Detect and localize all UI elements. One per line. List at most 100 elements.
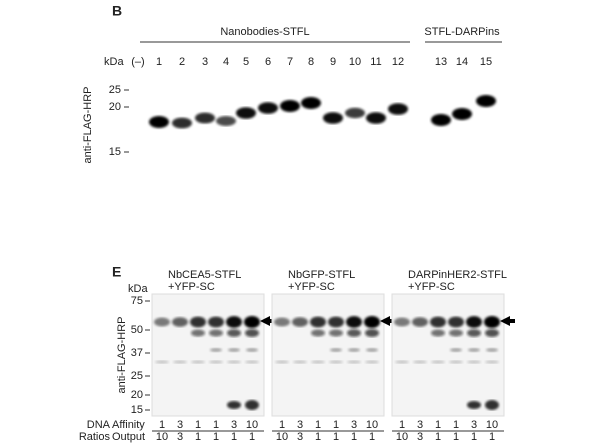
band xyxy=(449,360,463,364)
band xyxy=(227,360,241,364)
affinity-value: 1 xyxy=(453,419,459,431)
affinity-value: 1 xyxy=(315,419,321,431)
row-label: Output xyxy=(112,431,145,443)
band xyxy=(191,329,205,337)
group-title: +YFP-SC xyxy=(288,281,335,293)
lane-label: 12 xyxy=(392,56,404,68)
band xyxy=(366,112,386,124)
lane-label: 2 xyxy=(179,56,185,68)
lane-label: 4 xyxy=(223,56,229,68)
lane-label: 15 xyxy=(480,56,492,68)
affinity-value: 10 xyxy=(486,419,498,431)
lane-label: (–) xyxy=(131,56,144,68)
band xyxy=(468,348,480,352)
band xyxy=(301,97,321,109)
arrow xyxy=(260,316,275,326)
band xyxy=(330,348,342,352)
band xyxy=(485,360,499,364)
group-label: STFL-DARPins xyxy=(424,26,500,38)
band xyxy=(347,329,361,337)
output-value: 1 xyxy=(435,431,441,443)
band xyxy=(431,329,445,337)
band xyxy=(209,360,223,364)
blot xyxy=(391,293,505,417)
output-value: 1 xyxy=(249,431,255,443)
output-value: 1 xyxy=(453,431,459,443)
band xyxy=(431,360,445,364)
lane-label: 10 xyxy=(349,56,361,68)
affinity-value: 3 xyxy=(177,419,183,431)
group-title: +YFP-SC xyxy=(168,281,215,293)
panel-label: E xyxy=(112,264,121,280)
band xyxy=(484,316,500,328)
marker-label: 15 xyxy=(131,404,143,416)
band xyxy=(329,360,343,364)
band xyxy=(450,348,462,352)
panel-label: B xyxy=(112,3,122,19)
output-value: 3 xyxy=(417,431,423,443)
band xyxy=(227,401,241,409)
band xyxy=(275,360,289,364)
y-label: anti-FLAG-HRP xyxy=(116,316,128,393)
affinity-value: 3 xyxy=(231,419,237,431)
lane-label: 3 xyxy=(202,56,208,68)
band xyxy=(431,114,451,126)
band xyxy=(280,100,300,112)
affinity-value: 1 xyxy=(279,419,285,431)
band xyxy=(366,348,378,352)
band xyxy=(329,329,343,337)
band xyxy=(311,360,325,364)
band xyxy=(172,317,188,327)
group-title: NbCEA5-STFL xyxy=(168,269,241,281)
band xyxy=(246,348,258,352)
band xyxy=(323,112,343,124)
lane-label: 14 xyxy=(456,56,468,68)
band xyxy=(191,360,205,364)
band xyxy=(388,103,408,115)
row-title: Ratios xyxy=(79,431,111,443)
lane-label: 7 xyxy=(287,56,293,68)
affinity-value: 10 xyxy=(366,419,378,431)
output-value: 1 xyxy=(369,431,375,443)
kda-label: kDa xyxy=(104,56,124,68)
output-value: 1 xyxy=(489,431,495,443)
band xyxy=(190,316,206,328)
output-value: 1 xyxy=(231,431,237,443)
output-value: 1 xyxy=(315,431,321,443)
band xyxy=(210,348,222,352)
band xyxy=(274,317,290,327)
band xyxy=(293,360,307,364)
row-label: Affinity xyxy=(112,419,145,431)
band xyxy=(328,316,344,328)
band xyxy=(346,316,362,328)
band xyxy=(467,401,481,409)
band xyxy=(310,316,326,328)
marker-label: 25 xyxy=(131,370,143,382)
output-value: 1 xyxy=(471,431,477,443)
band xyxy=(149,116,169,128)
lane-label: 8 xyxy=(308,56,314,68)
affinity-value: 3 xyxy=(417,419,423,431)
kda-label: kDa xyxy=(128,283,148,295)
band xyxy=(244,316,260,328)
band xyxy=(365,329,379,337)
band xyxy=(228,348,240,352)
lane-label: 9 xyxy=(330,56,336,68)
band xyxy=(485,329,499,337)
band xyxy=(452,108,472,120)
output-value: 1 xyxy=(351,431,357,443)
band xyxy=(486,348,498,352)
row-title: DNA xyxy=(87,419,111,431)
lane-label: 1 xyxy=(156,56,162,68)
band xyxy=(467,360,481,364)
marker-label: 15 xyxy=(109,146,121,158)
band xyxy=(394,317,410,327)
output-value: 10 xyxy=(156,431,168,443)
output-value: 10 xyxy=(396,431,408,443)
affinity-value: 1 xyxy=(435,419,441,431)
y-label: anti-FLAG-HRP xyxy=(82,86,94,163)
band xyxy=(365,360,379,364)
band xyxy=(395,360,409,364)
band xyxy=(236,107,256,119)
band xyxy=(413,360,427,364)
